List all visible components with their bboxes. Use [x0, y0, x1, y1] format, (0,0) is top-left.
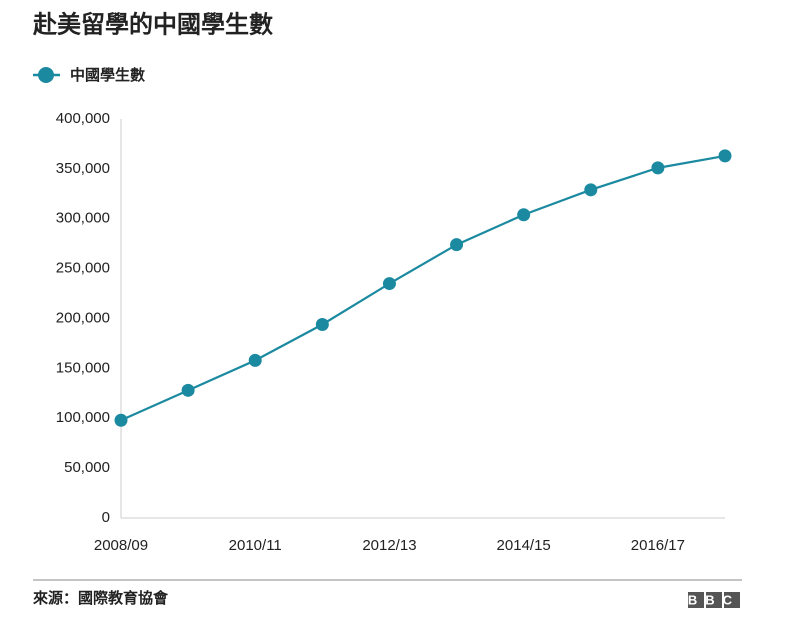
y-tick-label: 350,000: [56, 160, 110, 177]
data-point: [315, 317, 329, 331]
x-tick-label: 2012/13: [362, 537, 416, 554]
data-point: [517, 208, 531, 222]
y-tick-label: 300,000: [56, 210, 110, 227]
chart-title: 赴美留學的中國學生數: [32, 10, 273, 38]
logo-box: [688, 592, 704, 608]
x-tick-label: 2010/11: [229, 537, 282, 554]
legend-label: 中國學生數: [70, 66, 145, 84]
data-point: [382, 277, 396, 291]
logo: BBC: [688, 592, 740, 608]
logo-text: BBC: [688, 592, 740, 607]
logo-box: [724, 592, 740, 608]
y-tick-label: 100,000: [56, 409, 110, 426]
x-tick-label: 2016/17: [631, 537, 685, 554]
y-tick-label: 150,000: [56, 359, 110, 376]
y-tick-label: 400,000: [56, 110, 110, 127]
y-tick-label: 50,000: [64, 459, 110, 476]
source: 來源：國際教育協會: [33, 589, 169, 607]
series-line: [120, 154, 726, 422]
data-point: [584, 183, 598, 197]
data-point: [114, 413, 128, 427]
y-tick-label: 0: [102, 509, 110, 526]
x-tick-label: 2014/15: [497, 537, 551, 554]
x-tick-label: 2008/09: [94, 537, 148, 554]
legend-marker: [38, 67, 54, 83]
data-point: [651, 161, 665, 175]
data-point: [718, 149, 732, 163]
y-tick-label: 250,000: [56, 260, 110, 277]
logo-box: [706, 592, 722, 608]
data-point: [248, 353, 262, 367]
data-point: [450, 238, 464, 252]
y-tick-label: 200,000: [56, 309, 110, 326]
data-point: [181, 383, 195, 397]
